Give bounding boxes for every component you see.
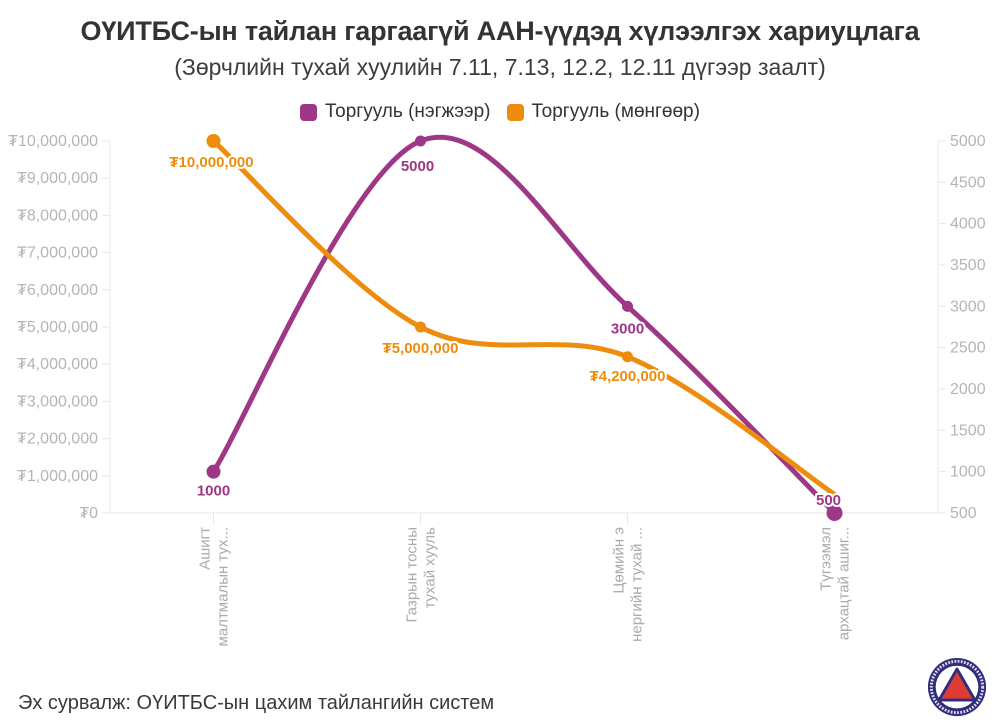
eiti-logo-icon	[927, 657, 987, 717]
legend-swatch-purple-icon	[300, 103, 318, 121]
x-axis-category-label: малтмалын тух...	[215, 527, 232, 646]
page-title: ОҮИТБС-ын тайлан гаргаагүй ААН-үүдэд хүл…	[80, 16, 920, 46]
source-note: Эх сурвалж: ОҮИТБС-ын цахим тайлангийн с…	[18, 692, 495, 714]
data-point-label: 5000	[401, 158, 434, 175]
legend-swatch-orange-icon	[506, 103, 524, 121]
legend-item-units[interactable]: Торгууль (нэгжээр)	[300, 101, 491, 123]
y-axis-right-tick-label: 4000	[950, 216, 986, 233]
y-axis-left-tick-label: ₮4,000,000	[17, 356, 98, 373]
line-chart: ₮10,000,000 ₮9,000,000 ₮8,000,000 ₮7,000,00…	[0, 123, 1000, 668]
x-axis-category-label: Түгээмэл	[818, 527, 835, 591]
data-point-label: ₮5,000,000	[383, 340, 459, 357]
legend-label-money: Торгууль (мөнгөөр)	[531, 101, 700, 122]
y-axis-left-tick-label: ₮10,000,000	[8, 133, 98, 150]
y-axis-right-tick-label: 5000	[950, 133, 986, 150]
y-axis-left-tick-label: ₮1,000,000	[17, 468, 98, 485]
y-axis-left-tick-label: ₮5,000,000	[17, 319, 98, 336]
x-axis-category-label: тухай хууль	[422, 527, 439, 609]
page-subtitle: (Зөрчлийн тухай хуулийн 7.11, 7.13, 12.2…	[174, 54, 826, 80]
y-axis-left-tick-label: ₮7,000,000	[17, 245, 98, 262]
y-axis-left-tick-label: ₮2,000,000	[17, 431, 98, 448]
series-line-units	[211, 134, 837, 516]
data-point-label: ₮10,000,000	[169, 154, 253, 171]
data-point-label: ₮4,200,000	[590, 368, 666, 385]
y-axis-right-tick-label: 2000	[950, 381, 986, 398]
chart-canvas: ₮10,000,000 ₮9,000,000 ₮8,000,000 ₮7,000,00…	[8, 133, 986, 646]
y-axis-right-tick-label: 1000	[950, 464, 986, 481]
legend-label-units: Торгууль (нэгжээр)	[325, 101, 491, 122]
legend-item-money[interactable]: Торгууль (мөнгөөр)	[506, 101, 700, 123]
y-axis-left-tick-label: ₮0	[79, 505, 98, 522]
eiti-mongolia-logo	[926, 656, 988, 718]
data-point-marker[interactable]	[622, 300, 633, 312]
x-axis-category-label: Цөмийн э	[611, 527, 628, 594]
x-axis-category-label: нергийн тухай ...	[629, 527, 646, 642]
logo-rim-text	[929, 659, 985, 715]
legend: Торгууль (нэгжээр) Торгууль (мөнгөөр)	[0, 101, 1000, 123]
data-point-marker[interactable]	[415, 321, 426, 333]
data-point-marker[interactable]	[415, 135, 426, 147]
data-point-label: 500	[816, 492, 841, 509]
y-axis-right-tick-label: 500	[950, 505, 977, 522]
x-axis-category-label: архацтай ашиг...	[836, 527, 853, 640]
y-axis-left-tick-label: ₮8,000,000	[17, 207, 98, 224]
y-axis-left-tick-label: ₮9,000,000	[17, 170, 98, 187]
x-axis-category-label: Ашигт	[197, 527, 214, 570]
data-point-marker[interactable]	[206, 464, 221, 479]
data-point-marker[interactable]	[826, 505, 843, 521]
data-point-marker[interactable]	[622, 351, 633, 363]
y-axis-right-tick-label: 1500	[950, 422, 986, 439]
logo-triangle	[937, 667, 977, 702]
y-axis-right-tick-label: 3000	[950, 298, 986, 315]
x-axis-category-label: Газрын тосны	[404, 527, 421, 623]
data-point-marker[interactable]	[206, 134, 221, 148]
y-axis-right-tick-label: 2500	[950, 340, 986, 357]
y-axis-left-tick-label: ₮3,000,000	[17, 393, 98, 410]
y-axis-left-tick-label: ₮6,000,000	[17, 282, 98, 299]
data-point-label: 1000	[197, 483, 230, 500]
series-line-money	[211, 138, 837, 497]
data-point-label: 3000	[611, 320, 644, 337]
y-axis-right-tick-label: 3500	[950, 257, 986, 274]
y-axis-right-tick-label: 4500	[950, 174, 986, 191]
